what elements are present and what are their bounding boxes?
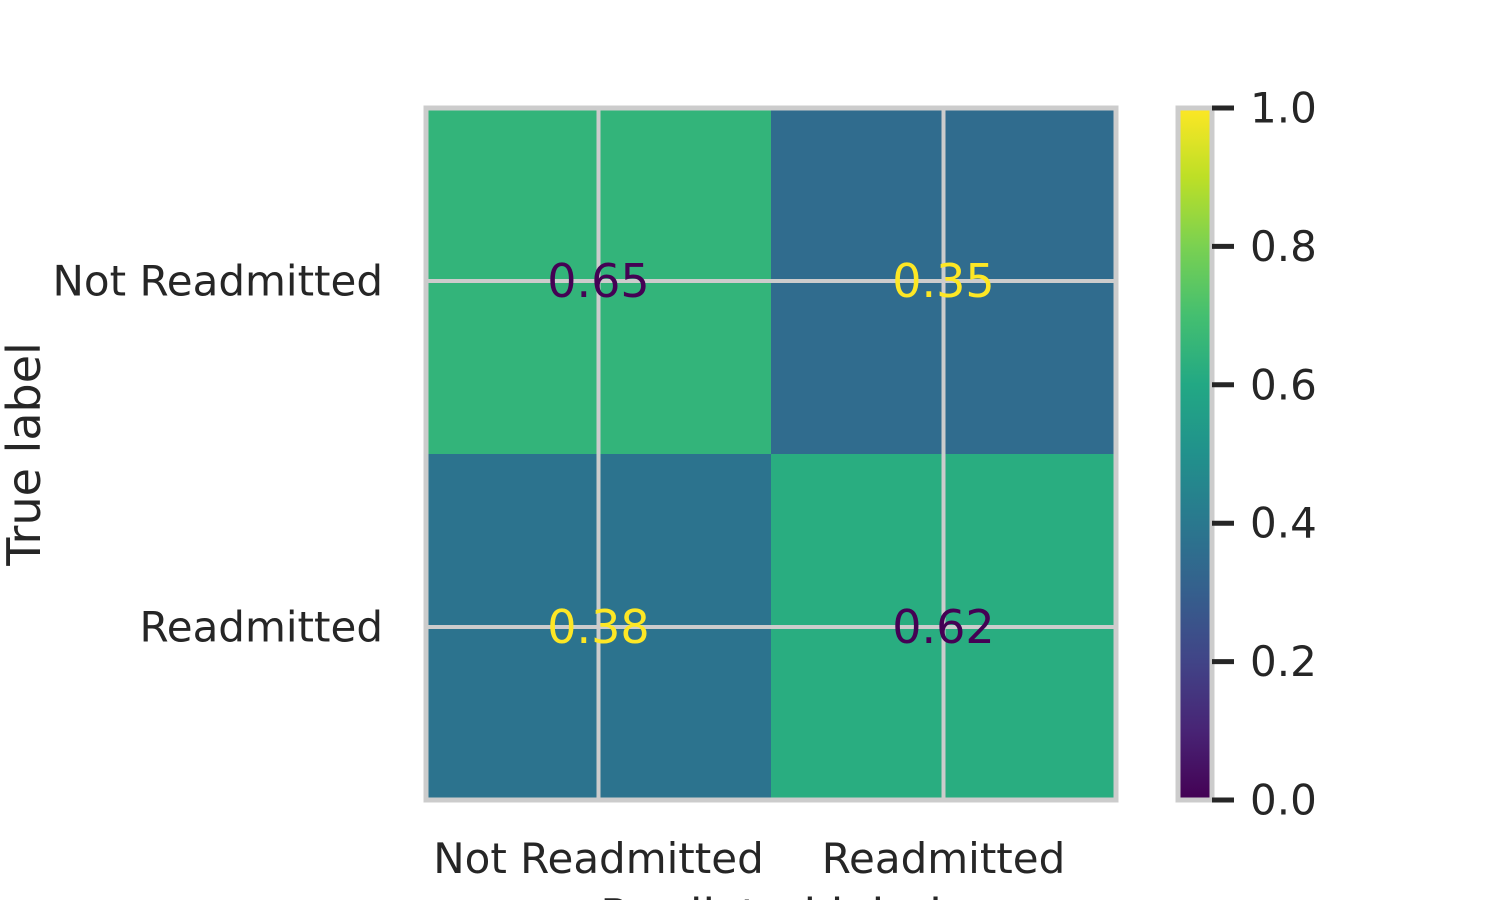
x-tick-label: Readmitted <box>822 834 1066 883</box>
cell-label-1-0: 0.38 <box>547 600 649 654</box>
cell-label-0-0: 0.65 <box>547 254 649 308</box>
y-tick-label: Readmitted <box>139 603 383 652</box>
colorbar-tick-label: 0.8 <box>1250 222 1317 271</box>
y-tick-label: Not Readmitted <box>53 257 383 306</box>
heatmap-cells <box>426 108 1117 801</box>
cell-label-1-1: 0.62 <box>892 600 994 654</box>
colorbar-frame <box>1175 105 1215 803</box>
x-tick-label: Not Readmitted <box>433 834 763 883</box>
x-tick-labels: Not Readmitted Readmitted <box>433 834 1065 883</box>
plot-frame <box>423 105 1119 803</box>
colorbar-tick-label: 0.0 <box>1250 776 1317 825</box>
cell-label-0-1: 0.35 <box>892 254 994 308</box>
colorbar-ticks: 0.0 0.2 0.4 0.6 0.8 1.0 <box>1212 84 1317 825</box>
colorbar-tick-label: 0.6 <box>1250 360 1317 409</box>
colorbar-gradient <box>1178 108 1212 800</box>
colorbar: 0.0 0.2 0.4 0.6 0.8 1.0 <box>1175 84 1317 825</box>
y-axis-label: True label <box>0 342 51 567</box>
gridlines <box>426 108 1116 800</box>
colorbar-tick-label: 0.2 <box>1250 637 1317 686</box>
cell-annotations: 0.65 0.35 0.38 0.62 <box>547 254 994 654</box>
x-axis-label: Predicted label <box>600 889 942 900</box>
colorbar-tick-label: 1.0 <box>1250 84 1317 133</box>
colorbar-tick-label: 0.4 <box>1250 499 1317 548</box>
y-tick-labels: Not Readmitted Readmitted <box>53 257 383 652</box>
